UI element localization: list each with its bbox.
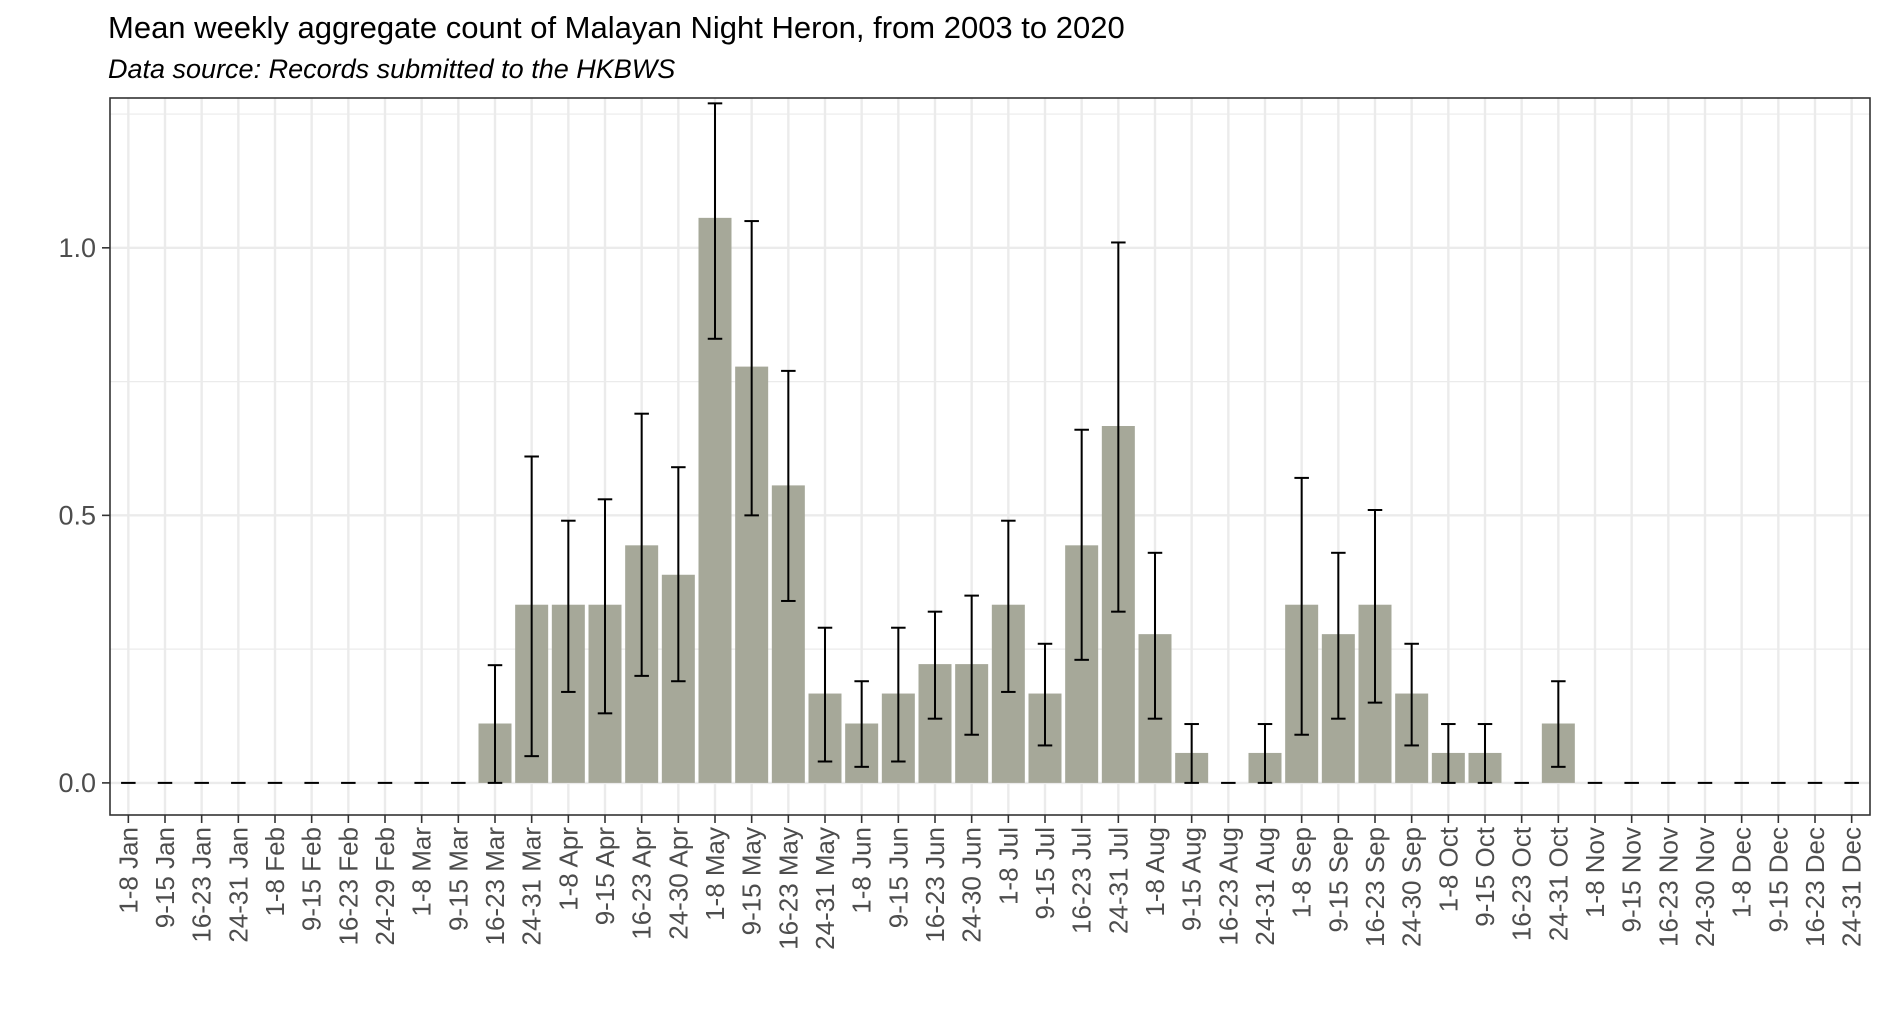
y-tick-label: 0.5 [58,500,96,530]
x-tick-label: 9-15 Sep [1323,827,1353,933]
error-bar [1074,428,1089,661]
error-bar [1294,476,1309,736]
x-tick-label: 1-8 Feb [260,827,290,917]
error-bar [1147,551,1163,720]
error-bar [1441,723,1456,784]
error-bar [964,594,979,736]
error-bar [1184,723,1199,784]
error-bar [561,519,576,693]
error-bar [634,412,649,677]
x-tick-label: 16-23 Oct [1507,826,1537,941]
x-tick-label: 16-23 Mar [480,827,510,946]
x-tick-label: 9-15 Oct [1470,826,1500,926]
plot-border [109,97,1871,816]
x-tick-label: 9-15 Feb [297,827,327,931]
error-bar [1367,509,1383,704]
chart-title: Mean weekly aggregate count of Malayan N… [108,10,1125,45]
error-bar [781,369,796,602]
x-tick-label: 9-15 Jul [1030,827,1060,920]
x-tick-label: 24-30 Jun [957,827,987,943]
error-bar [707,102,723,340]
error-bar [1257,723,1273,784]
x-tick-label: 16-23 Apr [627,827,657,940]
x-tick-label: 1-8 Jun [847,827,877,914]
x-tick-label: 24-30 Sep [1397,827,1427,947]
error-bar [1111,241,1126,613]
error-bar [1404,642,1419,747]
error-bar [1037,642,1053,747]
x-tick-label: 24-31 Dec [1837,827,1867,947]
x-tick-label: 16-23 Jan [187,827,217,943]
x-tick-label: 9-15 Apr [590,827,620,926]
x-tick-label: 16-23 Dec [1800,827,1830,947]
error-bar [1551,680,1566,768]
x-tick-label: 1-8 Aug [1140,827,1170,917]
x-tick-label: 9-15 Jun [883,827,913,928]
x-tick-label: 16-23 Nov [1653,827,1683,947]
error-bar [891,626,906,763]
x-tick-label: 9-15 Mar [443,827,473,931]
error-bar [927,610,943,720]
error-bar [1331,551,1346,720]
x-tick-label: 24-31 Jan [223,827,253,943]
x-tick-label: 1-8 Apr [553,827,583,911]
x-tick-label: 9-15 Aug [1177,827,1207,931]
x-tick-label: 1-8 Sep [1287,827,1317,918]
x-tick-label: 16-23 Aug [1213,827,1243,946]
x-tick-label: 1-8 Nov [1580,827,1610,918]
y-tick-label: 1.0 [58,233,96,263]
x-tick-label: 16-23 May [773,827,803,950]
error-bar-layer [121,102,1859,784]
x-tick-label: 1-8 May [700,827,730,921]
error-bar [524,455,539,758]
error-bar [487,664,503,784]
x-tick-label: 24-31 May [810,827,840,950]
error-bar [1001,519,1016,693]
x-tick-label: 24-31 Oct [1543,826,1573,941]
x-tick-label: 24-31 Mar [517,827,547,946]
x-tick-label: 1-8 Jul [993,827,1023,905]
grid-layer [110,98,1870,815]
axis-layer: 0.00.51.01-8 Jan 9-15 Jan 16-23 Jan 24-31 J… [58,97,1871,950]
error-bar [597,498,613,715]
x-tick-label: 24-31 Jul [1103,827,1133,934]
x-tick-label: 16-23 Sep [1360,827,1390,947]
x-tick-label: 16-23 Jul [1067,827,1097,934]
x-tick-label: 9-15 May [737,827,767,935]
error-bar [744,220,759,517]
x-tick-label: 16-23 Jun [920,827,950,943]
chart-subtitle: Data source: Records submitted to the HK… [108,54,676,84]
x-tick-label: 9-15 Nov [1617,827,1647,933]
x-tick-label: 9-15 Jan [150,827,180,928]
x-tick-label: 9-15 Dec [1763,827,1793,933]
x-tick-label: 16-23 Feb [333,827,363,946]
error-bar [817,626,833,763]
error-bar [671,466,686,683]
y-tick-label: 0.0 [58,768,96,798]
x-tick-label: 24-30 Nov [1690,827,1720,947]
x-tick-label: 24-31 Aug [1250,827,1280,946]
x-tick-label: 1-8 Dec [1727,827,1757,918]
x-tick-label: 1-8 Jan [113,827,143,914]
x-tick-label: 24-29 Feb [370,827,400,946]
plot-panel [110,98,1870,815]
error-bar [854,680,869,768]
x-tick-label: 1-8 Mar [407,827,437,917]
x-tick-label: 1-8 Oct [1433,826,1463,912]
x-tick-label: 24-30 Apr [663,827,693,940]
error-bar [1477,723,1493,784]
